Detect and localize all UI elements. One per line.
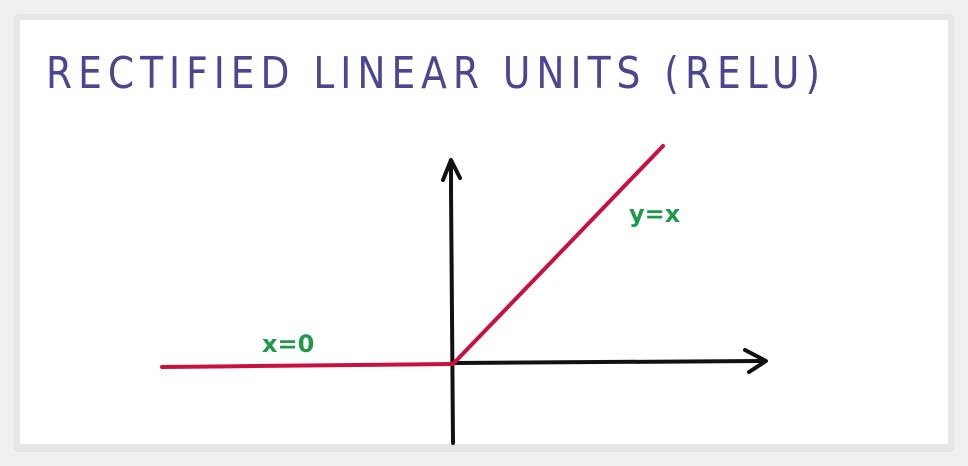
x-axis: [451, 348, 768, 374]
page-title: RECTIFIED LINEAR UNITS (RELU): [46, 48, 826, 99]
relu-function: [160, 144, 665, 369]
x-axis-arrowhead: [743, 348, 768, 374]
y-axis: [441, 158, 462, 445]
relu-positive-branch: [451, 144, 665, 366]
y-axis-line: [449, 160, 455, 445]
y-axis-arrowhead: [441, 158, 462, 182]
relu-negative-branch: [160, 362, 455, 369]
positive-branch-label: y=x: [629, 200, 681, 228]
whiteboard-card: [20, 20, 948, 444]
negative-branch-label: x=0: [262, 330, 314, 358]
x-axis-line: [451, 359, 762, 365]
